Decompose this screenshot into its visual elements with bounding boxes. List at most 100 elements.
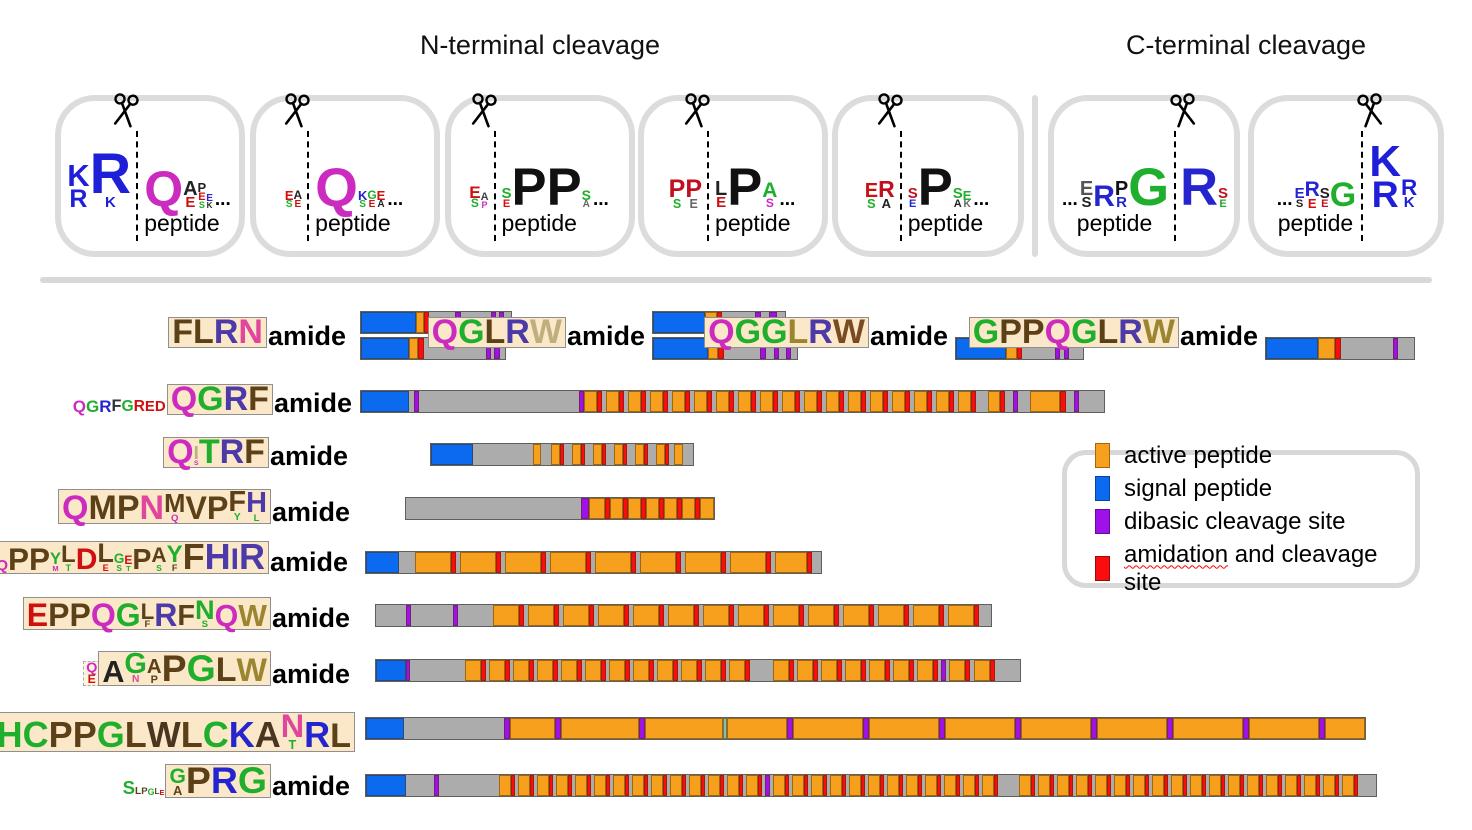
cleavage-dashed-line: [493, 131, 496, 241]
logo-column: G: [187, 650, 216, 687]
logo-letter: S: [1217, 185, 1228, 203]
logo-column: F: [183, 539, 205, 575]
bar-segment: [649, 660, 654, 681]
logo-column: P: [8, 543, 29, 575]
bar-segment: [633, 660, 649, 681]
bar-segment: [726, 552, 730, 573]
bar-segment: [1304, 775, 1316, 796]
logo-column: F: [244, 433, 265, 471]
bar-segment: [415, 552, 451, 573]
logo-column: P: [186, 761, 211, 798]
bar-segment: [690, 391, 694, 412]
logo-letter: W: [1142, 313, 1175, 351]
bar-segment: [1145, 775, 1149, 796]
logo-column: P: [999, 315, 1022, 349]
bar-segment: [456, 552, 460, 573]
bar-segment: [884, 775, 887, 796]
bar-segment: [734, 391, 738, 412]
bar-segment: [922, 775, 925, 796]
bar-segment: [960, 775, 963, 796]
bar-segment: [1221, 775, 1225, 796]
bar-segment: [613, 775, 625, 796]
bar-segment: [493, 605, 519, 626]
logo-letter: R: [133, 397, 145, 415]
logo-column: H: [0, 717, 23, 753]
logo-letter: W: [529, 313, 562, 351]
bar-segment: [659, 605, 664, 626]
bar-segment: [905, 391, 910, 412]
bar-segment: [597, 391, 602, 412]
bar-segment: [885, 660, 890, 681]
logo-column: P: [1022, 315, 1045, 349]
bar-segment: [937, 775, 941, 796]
bar-segment: [1342, 775, 1354, 796]
bar-segment: [866, 391, 870, 412]
logo-letter: L: [180, 714, 203, 756]
logo-letter: S: [867, 195, 876, 211]
logo-letter: R: [878, 176, 895, 203]
bar-segment: [594, 605, 598, 626]
cleavage-dashed-line: [899, 131, 902, 241]
logo-column: G: [86, 398, 99, 415]
bar-segment: [878, 605, 904, 626]
logo-letter: P: [481, 199, 488, 210]
logo-letter: G: [115, 596, 141, 633]
bar-segment: [546, 552, 550, 573]
bar-segment: [837, 660, 842, 681]
logo-column: T: [199, 435, 220, 469]
bar-segment: [595, 552, 631, 573]
cleaved-peptide-group: S E P S A E K... peptide: [908, 161, 992, 236]
logo-letter: E: [962, 187, 972, 203]
bar-segment: [745, 660, 750, 681]
bar-segment: [990, 660, 995, 681]
bar-segment: [785, 775, 789, 796]
ellipsis-text: ...: [592, 189, 609, 210]
scissors-icon: [1166, 91, 1202, 132]
bar-segment: [1278, 775, 1282, 796]
logo-letter: E: [864, 179, 879, 202]
peptide-label: peptide: [1277, 210, 1354, 236]
bar-segment: [577, 660, 582, 681]
bar-segment: [938, 660, 941, 681]
bar-segment: [949, 391, 954, 412]
bar-segment: [406, 660, 410, 681]
bar-segment: [668, 605, 694, 626]
logo-letter: E: [716, 194, 727, 211]
logo-column: L: [125, 717, 147, 753]
logo-letter: F: [244, 433, 265, 471]
bar-segment: [665, 444, 669, 465]
bar-segment: [581, 444, 585, 465]
logo-letter: E: [909, 198, 917, 211]
bar-segment: [778, 391, 782, 412]
logo-letter: E: [502, 198, 511, 211]
amide-label: amide: [566, 321, 645, 352]
bar-segment: [970, 660, 974, 681]
bar-segment: [1335, 775, 1339, 796]
peptide-label: peptide: [315, 210, 391, 236]
bar-segment: [664, 498, 677, 519]
logo-letter: F: [248, 380, 269, 418]
bar-segment: [865, 775, 868, 796]
bar-segment: [504, 718, 510, 739]
logo-letter: R: [1401, 175, 1418, 200]
bar-segment: [988, 391, 1000, 412]
logo-letter: S: [1295, 198, 1304, 211]
bar-segment: [1019, 775, 1031, 796]
bar-segment: [670, 775, 682, 796]
logo-column: P: [918, 161, 953, 214]
logo-letter: A: [480, 191, 489, 204]
logo-letter: P: [141, 786, 148, 798]
logo-letter: R: [219, 433, 245, 471]
logo-letter: G: [734, 313, 762, 351]
ellipsis-text: ...: [1062, 189, 1078, 210]
bar-segment: [945, 718, 1015, 739]
logo-column: P: [727, 161, 762, 214]
